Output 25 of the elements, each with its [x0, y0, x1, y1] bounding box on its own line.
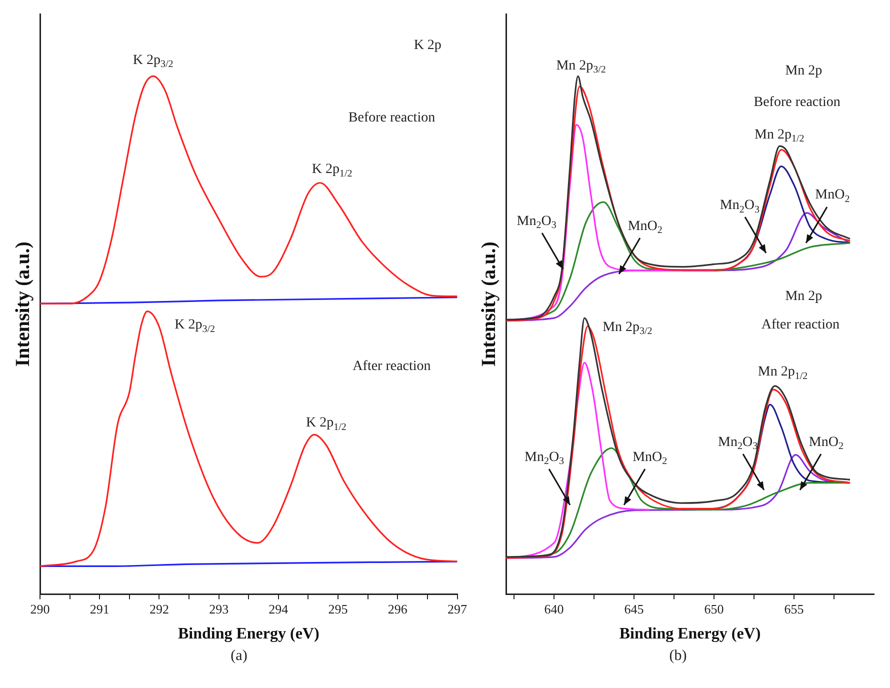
x-tick-label: 655 [784, 601, 804, 616]
annotation: Before reaction [348, 110, 436, 126]
x-tick-label: 645 [624, 601, 644, 616]
text: (b) [668, 648, 688, 665]
x-tick-label: 640 [544, 601, 564, 616]
annotation: Mn 2p [785, 64, 822, 79]
x-tick-label: 293 [209, 601, 229, 616]
x-tick-label: 296 [388, 601, 408, 616]
x-axis-title: Binding Energy (eV) [619, 626, 761, 643]
y-axis-title: Intensity (a.u.) [478, 242, 500, 367]
x-axis-title: Binding Energy (eV) [178, 626, 320, 643]
x-tick-label: 295 [328, 601, 348, 616]
x-tick-label: 290 [30, 601, 50, 616]
text: K 2p [414, 38, 442, 54]
y-axis-title: Intensity (a.u.) [12, 242, 34, 367]
text: (a) [230, 648, 248, 665]
x-tick-label: 297 [448, 601, 468, 616]
annotation: Mn 2p [785, 289, 822, 304]
x-tick-label: 291 [90, 601, 110, 616]
annotation: After reaction [352, 358, 431, 374]
annotation: Before reaction [754, 94, 840, 110]
x-tick-label: 292 [149, 601, 169, 616]
x-tick-label: 294 [268, 601, 289, 616]
x-tick-label: 650 [704, 601, 724, 616]
annotation: After reaction [761, 318, 840, 333]
